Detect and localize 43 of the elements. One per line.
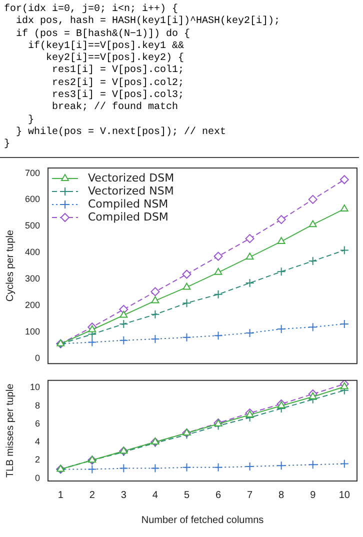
legend-label: Compiled DSM bbox=[88, 210, 168, 223]
y-axis-title: TLB misses per tuple bbox=[4, 382, 16, 478]
x-tick-label: 4 bbox=[152, 489, 158, 500]
text: if (pos = B[hash&(N−1)]) do { bbox=[16, 28, 190, 40]
y-tick-label: 600 bbox=[24, 194, 40, 204]
x-axis-title: Number of fetched columns bbox=[141, 514, 264, 526]
text: res2[i] = V[pos].col2; bbox=[52, 78, 184, 89]
y-tick-label: 0 bbox=[34, 352, 40, 362]
x-tick-label: 1 bbox=[58, 489, 64, 500]
x-tick-label: 5 bbox=[184, 489, 190, 500]
y-tick-label: 700 bbox=[24, 167, 40, 178]
y-tick-label: 500 bbox=[24, 220, 40, 230]
x-tick-label: 9 bbox=[310, 489, 316, 500]
y-tick-label: 4 bbox=[34, 436, 40, 446]
y-tick-label: 2 bbox=[34, 454, 40, 464]
legend-label: Vectorized DSM bbox=[88, 170, 174, 184]
legend-label: Compiled NSM bbox=[88, 196, 168, 210]
text: if(key1[i]==V[pos].key1 && bbox=[28, 40, 184, 52]
y-axis-title: Cycles per tuple bbox=[4, 229, 16, 302]
x-tick-label: 3 bbox=[120, 489, 127, 500]
y-tick-label: 100 bbox=[24, 326, 40, 336]
y-tick-label: 300 bbox=[24, 273, 40, 284]
text: idx pos, hash = HASH(key1[i])^HASH(key2[i]); bbox=[16, 16, 280, 28]
y-tick-label: 10 bbox=[30, 382, 40, 392]
text: } while(pos = V.next[pos]); // next bbox=[16, 126, 226, 138]
x-tick-label: 6 bbox=[215, 489, 222, 500]
y-tick-label: 8 bbox=[34, 400, 40, 410]
y-tick-label: 0 bbox=[34, 472, 40, 482]
x-tick-label: 2 bbox=[89, 489, 96, 500]
y-tick-label: 6 bbox=[34, 418, 40, 428]
x-tick-label: 10 bbox=[338, 489, 350, 500]
text: } bbox=[28, 114, 34, 126]
x-tick-label: 7 bbox=[247, 489, 254, 500]
y-tick-label: 400 bbox=[24, 246, 40, 257]
text: } bbox=[4, 139, 10, 150]
y-tick-label: 200 bbox=[24, 299, 40, 310]
text: res3[i] = V[pos].col3; bbox=[52, 90, 184, 102]
text: res1[i] = V[pos].col1; bbox=[52, 65, 184, 76]
text: for(idx i=0, j=0; i<n; i++) { bbox=[4, 4, 178, 15]
legend-label: Vectorized NSM bbox=[88, 184, 174, 197]
text: key2[i]==V[pos].key2) { bbox=[46, 53, 184, 64]
text: break; // found match bbox=[52, 102, 178, 114]
x-tick-label: 8 bbox=[278, 489, 285, 500]
